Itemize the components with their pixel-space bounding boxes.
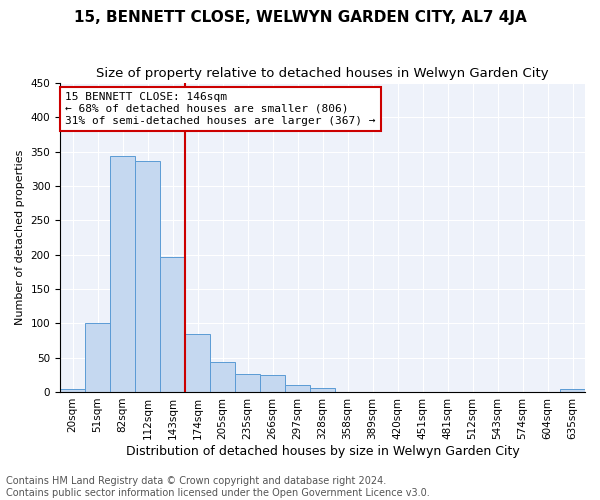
- Bar: [235, 374, 260, 392]
- Bar: [185, 334, 210, 392]
- Title: Size of property relative to detached houses in Welwyn Garden City: Size of property relative to detached ho…: [96, 68, 549, 80]
- Y-axis label: Number of detached properties: Number of detached properties: [15, 150, 25, 325]
- Bar: [560, 388, 585, 392]
- X-axis label: Distribution of detached houses by size in Welwyn Garden City: Distribution of detached houses by size …: [125, 444, 520, 458]
- Text: 15, BENNETT CLOSE, WELWYN GARDEN CITY, AL7 4JA: 15, BENNETT CLOSE, WELWYN GARDEN CITY, A…: [74, 10, 526, 25]
- Bar: [260, 375, 285, 392]
- Bar: [60, 388, 85, 392]
- Bar: [310, 388, 335, 392]
- Bar: [110, 156, 135, 392]
- Bar: [160, 256, 185, 392]
- Bar: [285, 385, 310, 392]
- Text: 15 BENNETT CLOSE: 146sqm
← 68% of detached houses are smaller (806)
31% of semi-: 15 BENNETT CLOSE: 146sqm ← 68% of detach…: [65, 92, 376, 126]
- Bar: [210, 362, 235, 392]
- Text: Contains HM Land Registry data © Crown copyright and database right 2024.
Contai: Contains HM Land Registry data © Crown c…: [6, 476, 430, 498]
- Bar: [85, 324, 110, 392]
- Bar: [135, 160, 160, 392]
